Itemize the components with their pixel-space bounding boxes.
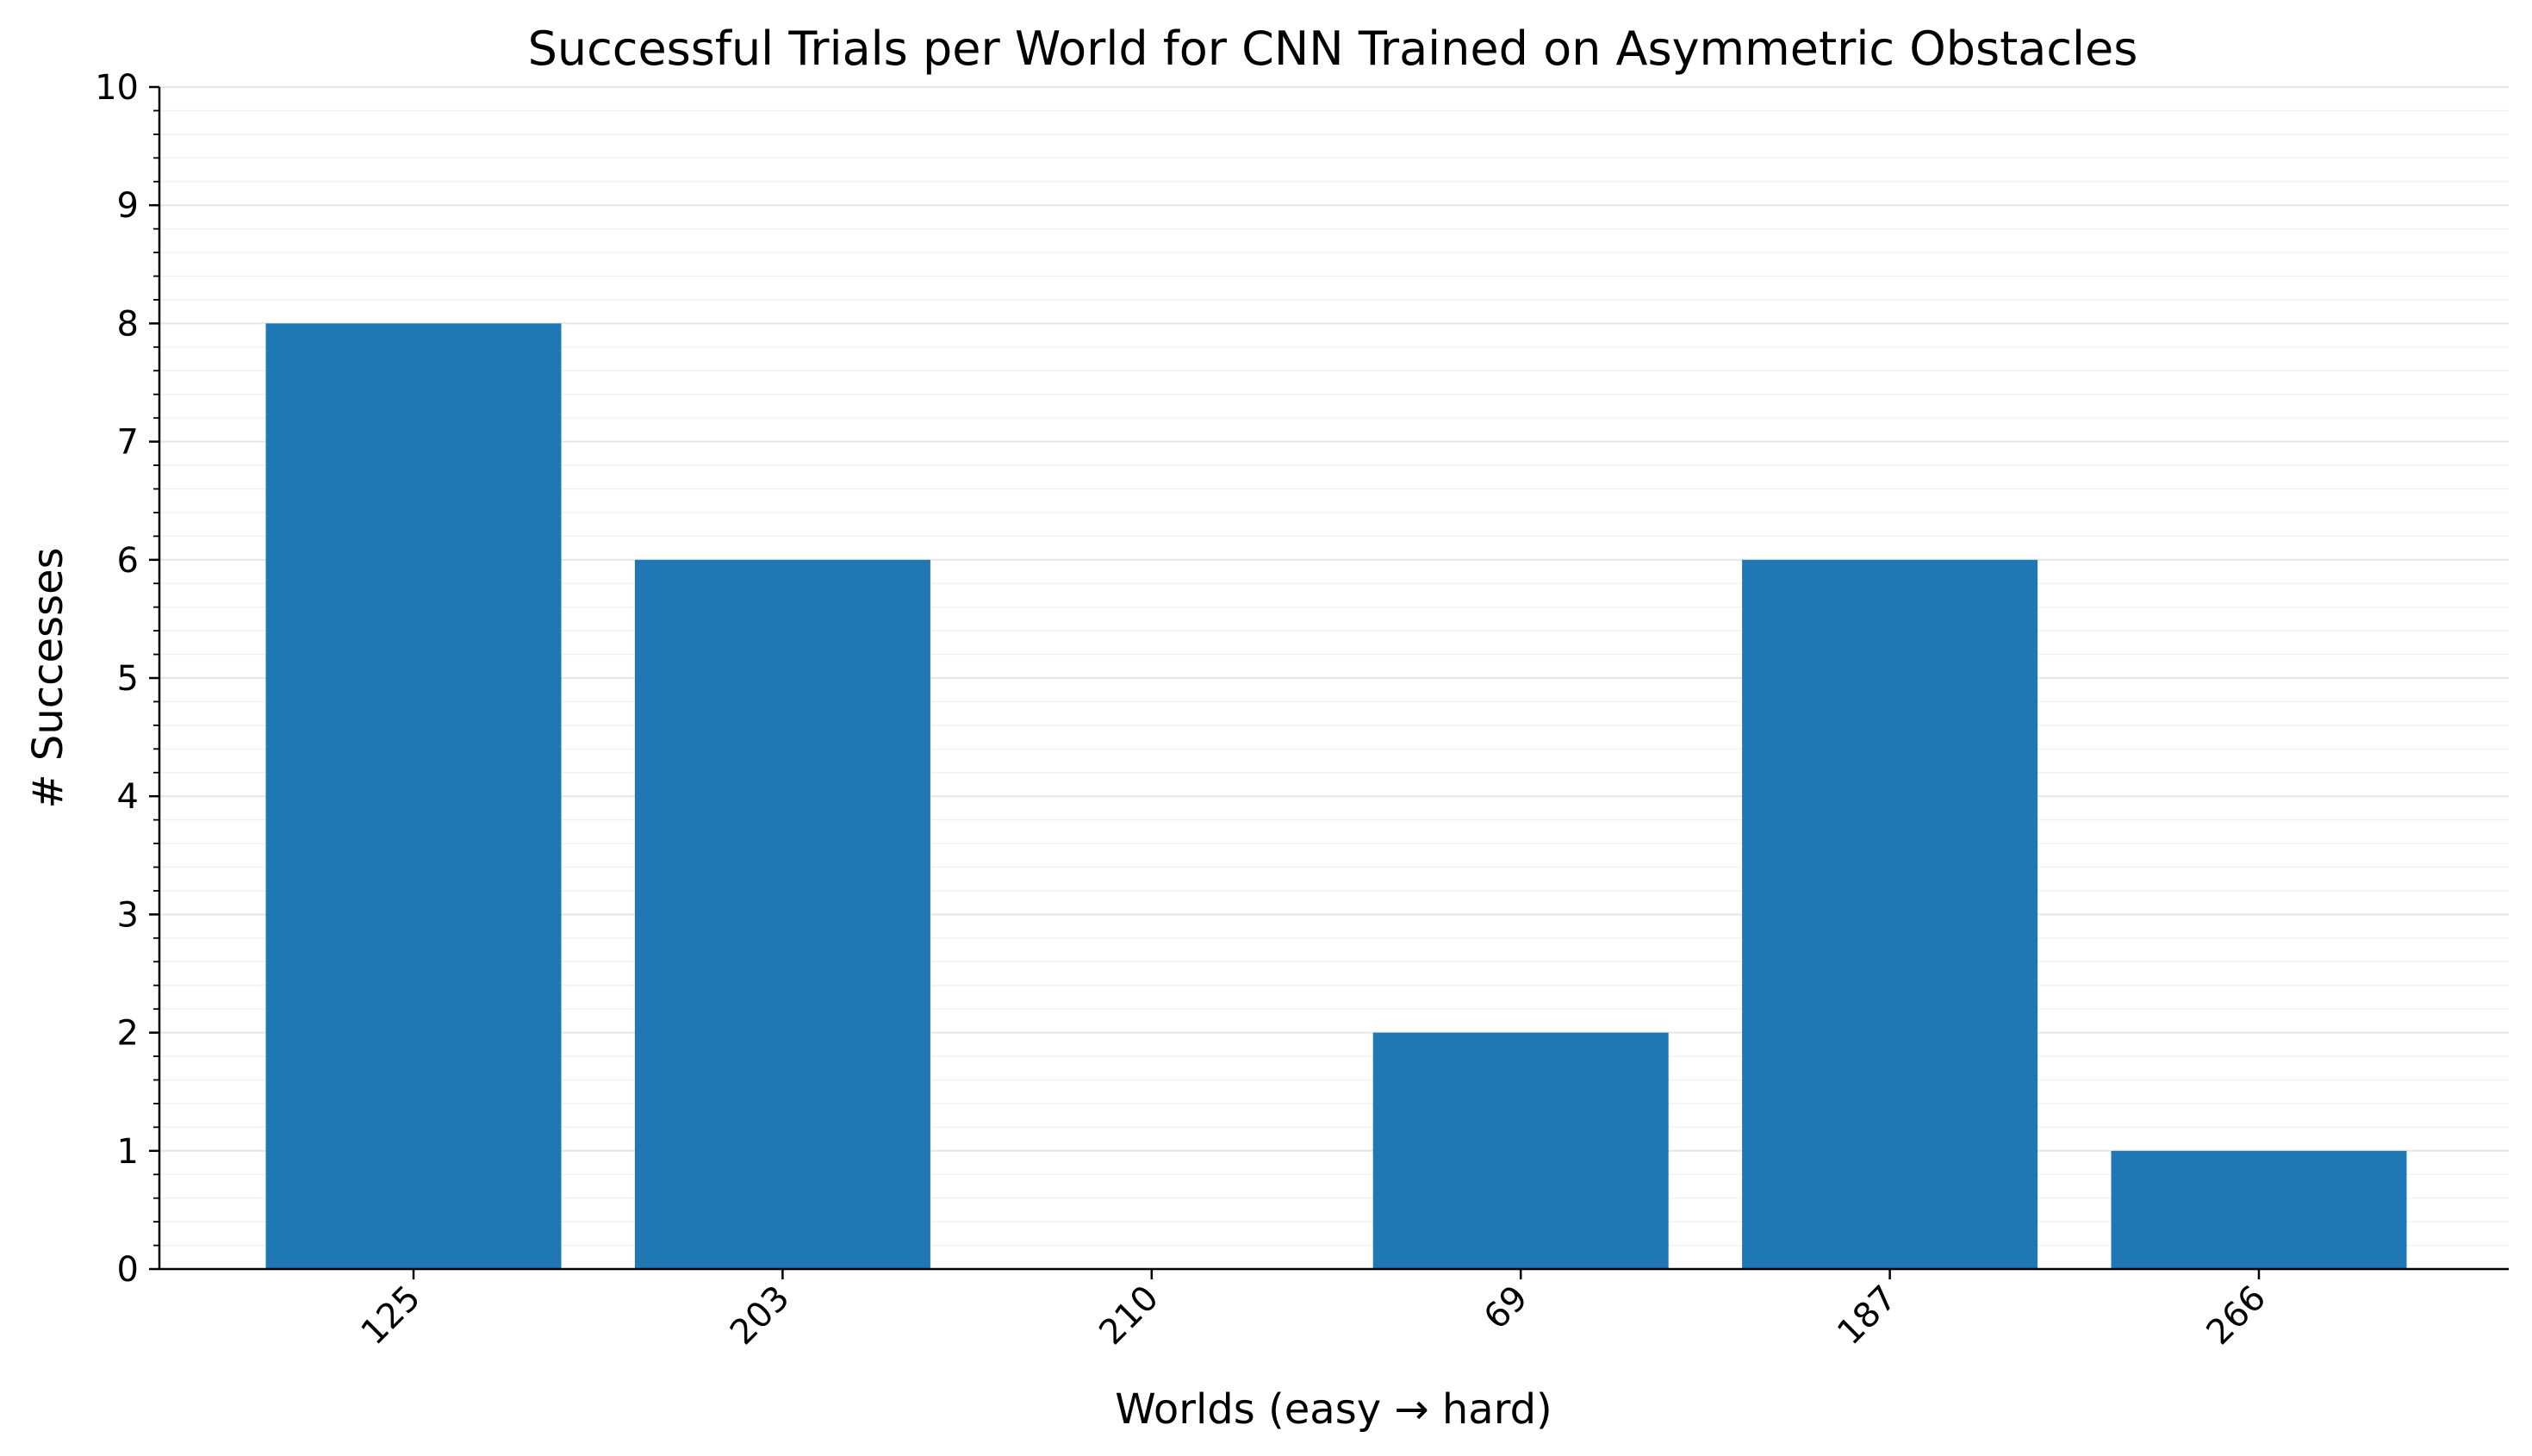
y-tick-label: 3	[117, 895, 139, 935]
bar-125	[265, 323, 562, 1269]
y-tick-label: 4	[117, 777, 139, 817]
bar-203	[634, 559, 930, 1269]
bar-187	[1742, 559, 2038, 1269]
y-ticks: 0 1 2 3 4 5 6 7 8 9 10	[95, 68, 159, 1290]
y-tick-label: 2	[117, 1014, 139, 1054]
y-axis-label: # Successes	[24, 547, 72, 808]
x-axis-label: Worlds (easy → hard)	[1115, 1385, 1552, 1434]
x-tick-label: 266	[2199, 1279, 2274, 1353]
chart-title: Successful Trials per World for CNN Trai…	[528, 22, 2138, 76]
y-tick-label: 9	[117, 186, 139, 226]
y-tick-label: 1	[117, 1132, 139, 1172]
y-tick-label: 6	[117, 541, 139, 581]
x-ticks: 125 203 210 69 187 266	[354, 1269, 2274, 1353]
y-tick-label: 7	[117, 423, 139, 463]
bars	[265, 323, 2407, 1269]
y-tick-label: 8	[117, 304, 139, 344]
y-tick-label: 10	[95, 68, 139, 108]
bar-69	[1372, 1032, 1669, 1269]
bar-266	[2111, 1150, 2407, 1269]
x-tick-label: 187	[1830, 1279, 1905, 1353]
x-tick-label: 69	[1477, 1279, 1536, 1338]
y-tick-label: 5	[117, 659, 139, 699]
x-tick-label: 203	[723, 1279, 798, 1353]
x-tick-label: 210	[1092, 1279, 1166, 1353]
x-tick-label: 125	[354, 1279, 429, 1353]
y-tick-label: 0	[117, 1250, 139, 1290]
